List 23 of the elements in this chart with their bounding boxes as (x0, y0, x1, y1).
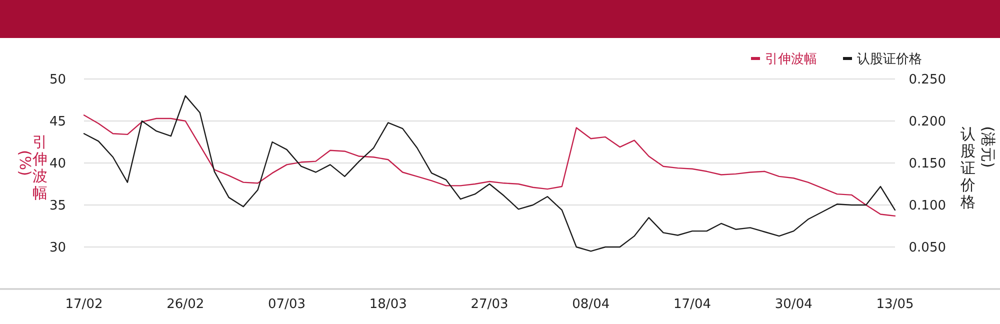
x-tick-label: 13/05 (876, 297, 914, 312)
y-tick-label: 40 (49, 156, 66, 172)
y-tick-label: 50 (49, 72, 66, 88)
y2-tick-label: 0.200 (908, 114, 946, 130)
y-tick-label: 30 (49, 240, 66, 256)
x-tick-label: 30/04 (774, 297, 812, 312)
line-series (83, 114, 896, 217)
x-tick-label: 26/02 (166, 297, 204, 312)
x-tick-label: 18/03 (369, 297, 407, 312)
y2-tick-label: 0.050 (908, 240, 946, 256)
y2-tick-label: 0.100 (908, 198, 946, 214)
y-tick-label: 35 (49, 198, 66, 214)
line-series (83, 95, 896, 252)
y2-tick-label: 0.150 (908, 156, 946, 172)
legend-label: 引伸波幅 (765, 52, 817, 67)
x-tick-label: 27/03 (470, 297, 508, 312)
x-tick-label: 07/03 (268, 297, 306, 312)
x-tick-label: 08/04 (572, 297, 610, 312)
y2-tick-label: 0.250 (908, 72, 946, 88)
y-tick-label: 45 (49, 114, 66, 130)
x-tick-label: 17/02 (65, 297, 103, 312)
x-tick-label: 17/04 (674, 297, 711, 312)
legend-label: 认股证价格 (857, 52, 922, 67)
